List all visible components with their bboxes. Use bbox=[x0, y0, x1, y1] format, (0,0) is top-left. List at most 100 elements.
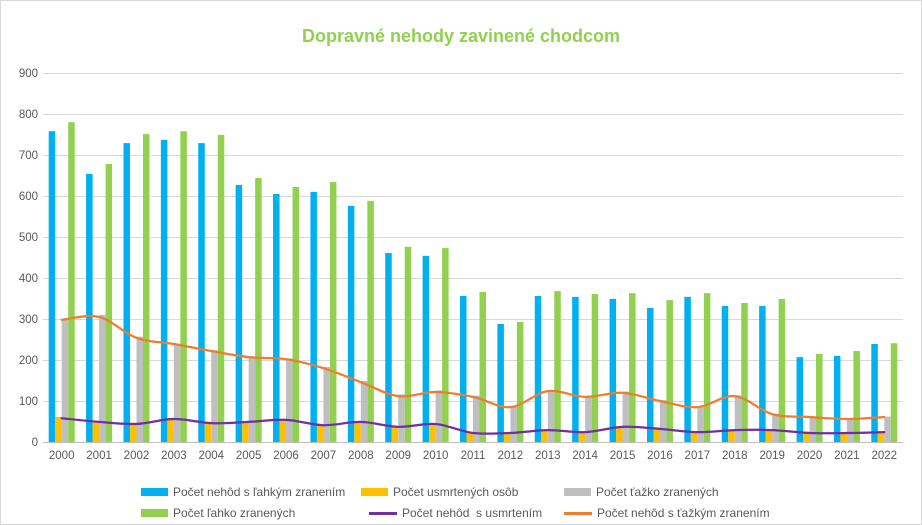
bar-tazko-zraneni-2017 bbox=[697, 406, 704, 442]
bar-tazko-zraneni-2002 bbox=[136, 336, 143, 442]
chart-title: Dopravné nehody zavinené chodcom bbox=[301, 26, 621, 46]
bar-usmrtene-osoby-2003 bbox=[167, 418, 174, 442]
bar-nehody-lahke-zranenie-2001 bbox=[86, 173, 93, 443]
y-tick-label: 500 bbox=[19, 232, 38, 244]
bar-nehody-lahke-zranenie-2019 bbox=[759, 305, 766, 442]
bar-usmrtene-osoby-2010 bbox=[429, 423, 436, 442]
bar-tazko-zraneni-2021 bbox=[846, 418, 854, 442]
legend-label: Počet nehôd s ťažkým zranením bbox=[597, 506, 770, 520]
bar-series-usmrtene-osoby bbox=[55, 416, 885, 442]
bar-nehody-lahke-zranenie-2004 bbox=[198, 143, 205, 443]
legend-label: Počet ľahko zranených bbox=[173, 506, 296, 520]
gridlines bbox=[43, 73, 903, 443]
legend-swatch-blue bbox=[141, 488, 168, 496]
legend-label: Počet ťažko zranených bbox=[596, 485, 719, 499]
bar-lahko-zraneni-2006 bbox=[292, 186, 300, 442]
bar-series-nehody-lahke-zranenie bbox=[48, 131, 878, 443]
bar-tazko-zraneni-2019 bbox=[772, 413, 779, 442]
legend-label: Počet nehôd s usmrtením bbox=[402, 506, 543, 520]
bar-lahko-zraneni-2018 bbox=[741, 303, 748, 442]
y-tick-label: 900 bbox=[19, 68, 38, 80]
bar-nehody-lahke-zranenie-2018 bbox=[721, 305, 729, 442]
bar-usmrtene-osoby-2020 bbox=[803, 432, 810, 442]
x-tick-label: 2014 bbox=[572, 450, 598, 462]
bar-nehody-lahke-zranenie-2020 bbox=[796, 357, 804, 442]
legend-line-purple bbox=[369, 511, 397, 515]
x-tick-label: 2022 bbox=[872, 450, 898, 462]
bar-nehody-lahke-zranenie-2006 bbox=[273, 193, 280, 442]
bar-tazko-zraneni-2009 bbox=[398, 394, 405, 442]
bar-series-tazko-zraneni bbox=[61, 314, 891, 442]
legend-line-orange bbox=[564, 511, 592, 515]
bar-usmrtene-osoby-2012 bbox=[503, 432, 511, 442]
bar-tazko-zraneni-2013 bbox=[547, 389, 555, 442]
legend-label: Počet usmrtených osôb bbox=[393, 485, 519, 499]
bar-usmrtene-osoby-2014 bbox=[578, 431, 586, 442]
bar-nehody-lahke-zranenie-2009 bbox=[385, 252, 392, 442]
bar-nehody-lahke-zranenie-2012 bbox=[497, 323, 504, 442]
bar-tazko-zraneni-2016 bbox=[659, 400, 667, 442]
x-tick-label: 2009 bbox=[385, 450, 411, 462]
x-tick-label: 2021 bbox=[834, 450, 860, 462]
y-axis: 0 100 200 300 400 500 600 700 800 900 bbox=[19, 68, 38, 449]
bar-tazko-zraneni-2003 bbox=[173, 343, 181, 442]
x-tick-label: 2015 bbox=[610, 450, 636, 462]
bar-series-lahko-zraneni bbox=[68, 122, 898, 442]
bar-usmrtene-osoby-2009 bbox=[391, 426, 399, 442]
legend-item-nehody-lahke-zranenie: Počet nehôd s ľahkým zranením bbox=[141, 484, 345, 500]
bar-lahko-zraneni-2019 bbox=[778, 298, 786, 442]
bar-lahko-zraneni-2005 bbox=[255, 177, 262, 442]
x-tick-label: 2020 bbox=[797, 450, 823, 462]
bar-nehody-lahke-zranenie-2003 bbox=[160, 139, 168, 442]
legend-item-nehody-tazke-zranenie: Počet nehôd s ťažkým zranením bbox=[564, 505, 770, 521]
x-tick-label: 2012 bbox=[498, 450, 524, 462]
bar-tazko-zraneni-2022 bbox=[884, 416, 891, 442]
y-tick-label: 100 bbox=[19, 396, 38, 408]
bar-tazko-zraneni-2004 bbox=[211, 350, 218, 442]
y-tick-label: 800 bbox=[19, 109, 38, 121]
bar-tazko-zraneni-2018 bbox=[734, 395, 742, 442]
bar-nehody-lahke-zranenie-2005 bbox=[235, 184, 243, 442]
y-tick-label: 200 bbox=[19, 355, 38, 367]
bar-tazko-zraneni-2000 bbox=[61, 319, 69, 442]
legend-label: Počet nehôd s ľahkým zranením bbox=[173, 485, 346, 499]
bar-tazko-zraneni-2020 bbox=[809, 416, 817, 442]
bar-tazko-zraneni-2006 bbox=[286, 358, 293, 442]
bar-nehody-lahke-zranenie-2021 bbox=[833, 355, 841, 442]
legend-item-lahko-zraneni: Počet ľahko zranených bbox=[141, 505, 295, 521]
x-tick-label: 2011 bbox=[461, 450, 486, 462]
bar-usmrtene-osoby-2016 bbox=[653, 428, 660, 442]
x-tick-label: 2003 bbox=[161, 450, 187, 462]
bar-usmrtene-osoby-2002 bbox=[129, 422, 137, 442]
bar-lahko-zraneni-2008 bbox=[367, 200, 374, 442]
bar-lahko-zraneni-2011 bbox=[479, 291, 486, 442]
bar-tazko-zraneni-2015 bbox=[622, 391, 630, 442]
bar-tazko-zraneni-2011 bbox=[473, 395, 480, 442]
x-tick-label: 2007 bbox=[311, 450, 337, 462]
bar-usmrtene-osoby-2022 bbox=[877, 431, 885, 442]
y-tick-label: 400 bbox=[19, 273, 38, 285]
legend-swatch-gray bbox=[564, 488, 591, 496]
line-nehody-tazke-zranenie bbox=[60, 314, 886, 421]
bar-usmrtene-osoby-2004 bbox=[204, 422, 212, 442]
x-tick-label: 2019 bbox=[759, 450, 785, 462]
bar-nehody-lahke-zranenie-2015 bbox=[609, 298, 617, 442]
bar-usmrtene-osoby-2008 bbox=[354, 421, 361, 442]
bar-nehody-lahke-zranenie-2014 bbox=[572, 296, 579, 442]
bar-lahko-zraneni-2016 bbox=[666, 300, 673, 442]
bar-lahko-zraneni-2009 bbox=[404, 246, 412, 442]
bar-lahko-zraneni-2003 bbox=[180, 131, 187, 442]
x-axis: 2000 2001 2002 2003 2004 2005 2006 2007 2008 2009… bbox=[49, 450, 897, 462]
legend-item-usmrtene-osoby: Počet usmrtených osôb bbox=[361, 484, 518, 500]
bar-lahko-zraneni-2000 bbox=[68, 122, 75, 442]
bar-tazko-zraneni-2001 bbox=[99, 314, 106, 442]
bar-usmrtene-osoby-2017 bbox=[690, 431, 698, 442]
bar-usmrtene-osoby-2021 bbox=[840, 432, 847, 442]
bar-lahko-zraneni-2021 bbox=[853, 350, 860, 442]
y-tick-label: 600 bbox=[19, 191, 38, 203]
bar-lahko-zraneni-2020 bbox=[816, 353, 823, 442]
bar-lahko-zraneni-2007 bbox=[329, 182, 337, 442]
bar-tazko-zraneni-2014 bbox=[585, 395, 592, 442]
